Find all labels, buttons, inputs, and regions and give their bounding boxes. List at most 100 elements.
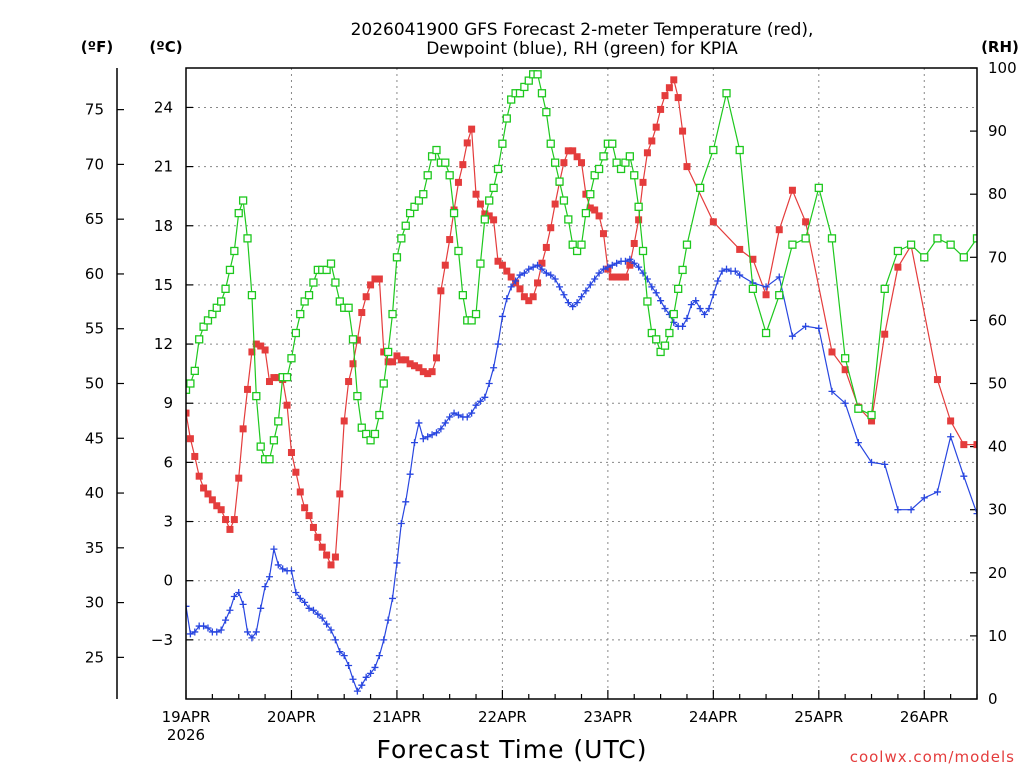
data-point-dewpoint [393,559,401,567]
data-point-temperature [301,504,309,512]
data-point-temperature [362,293,370,301]
data-point-dewpoint [428,431,436,439]
data-point-temperature [529,293,537,301]
data-point-dewpoint [222,616,230,624]
data-point-rh [397,234,406,243]
data-point-dewpoint [318,614,326,622]
data-point-rh [471,309,481,319]
series-2-meter-temperature [186,76,977,569]
data-point-dewpoint [868,458,876,466]
data-point-dewpoint [397,520,405,528]
celsius-tick-label: 0 [163,572,173,590]
data-point-dewpoint [626,255,634,263]
series-dewpoint [186,255,977,695]
data-point-dewpoint [380,636,388,644]
celsius-axis-unit: (ºC) [149,38,182,56]
data-point-rh [203,316,213,325]
data-point-temperature [270,374,278,382]
data-point-dewpoint [498,312,506,320]
data-point-temperature [762,291,770,299]
rh-tick-label: 100 [988,59,1017,77]
data-point-dewpoint [296,594,304,602]
data-point-temperature [411,362,419,370]
celsius-tick-label: 6 [163,453,173,471]
data-point-dewpoint [375,652,383,660]
data-point-temperature [709,218,717,226]
data-point-temperature [336,490,344,498]
data-point-dewpoint [661,305,669,313]
rh-tick-label: 30 [988,501,1007,519]
data-point-rh [476,259,485,268]
data-point-temperature [490,216,498,224]
data-point-temperature [648,137,656,145]
data-point-dewpoint [463,413,471,421]
data-point-dewpoint [621,257,629,265]
data-point-rh [449,208,459,218]
data-point-temperature [578,159,585,167]
data-point-dewpoint [529,263,537,271]
data-point-dewpoint [512,277,520,285]
data-point-dewpoint [516,271,524,279]
data-point-temperature [643,149,651,157]
data-point-dewpoint [490,364,498,372]
data-point-rh [230,246,239,256]
data-point-rh [568,240,577,249]
data-point-rh [221,284,230,294]
data-point-dewpoint [542,269,550,277]
data-point-temperature [564,147,572,155]
celsius-tick-label: 15 [154,276,173,294]
data-point-temperature [191,452,199,460]
data-point-temperature [639,178,647,186]
data-point-dewpoint [652,289,660,297]
data-point-dewpoint [406,470,414,478]
time-tick-label: 23APR [583,708,632,726]
data-point-rh [383,347,393,357]
data-point-rh [761,328,771,338]
data-point-rh [269,436,279,445]
data-point-temperature [428,368,436,376]
data-point-dewpoint [973,510,977,518]
data-point-dewpoint [556,283,564,291]
data-point-temperature [248,348,256,356]
data-point-rh [309,278,318,287]
data-point-temperature [503,267,511,275]
data-point-rh [520,82,529,92]
data-point-rh [190,366,199,376]
data-point-rh [265,455,274,464]
data-point-temperature [331,553,339,561]
data-point-temperature [349,360,357,368]
data-point-rh [485,196,494,205]
rh-tick-label: 60 [988,311,1007,329]
data-point-temperature [520,293,528,301]
data-point-temperature [621,273,629,281]
data-point-rh [652,335,661,344]
data-point-dewpoint [854,439,862,447]
data-point-temperature [437,287,445,295]
data-point-dewpoint [323,620,331,628]
data-point-temperature [828,348,836,356]
data-point-rh [357,423,366,432]
data-point-rh [906,240,916,249]
data-point-temperature [679,127,687,135]
data-point-temperature [274,374,282,382]
rh-tick-label: 50 [988,375,1007,393]
data-point-rh [630,171,639,180]
data-point-dewpoint [239,600,247,608]
data-point-temperature [472,190,480,198]
data-point-temperature [868,417,876,425]
data-point-temperature [292,468,300,476]
data-point-temperature [582,190,590,198]
rh-tick-label: 0 [988,690,998,708]
data-point-rh [920,253,929,262]
data-point-temperature [516,285,524,293]
data-point-temperature [305,512,313,520]
data-point-dewpoint [472,401,480,409]
data-point-temperature [591,206,599,214]
data-point-rh [195,335,204,344]
data-point-rh [282,373,292,382]
rh-tick-label: 70 [988,248,1007,266]
data-point-temperature [485,212,493,220]
data-point-rh [542,108,551,117]
data-point-dewpoint [586,281,594,289]
data-point-temperature [406,360,414,368]
